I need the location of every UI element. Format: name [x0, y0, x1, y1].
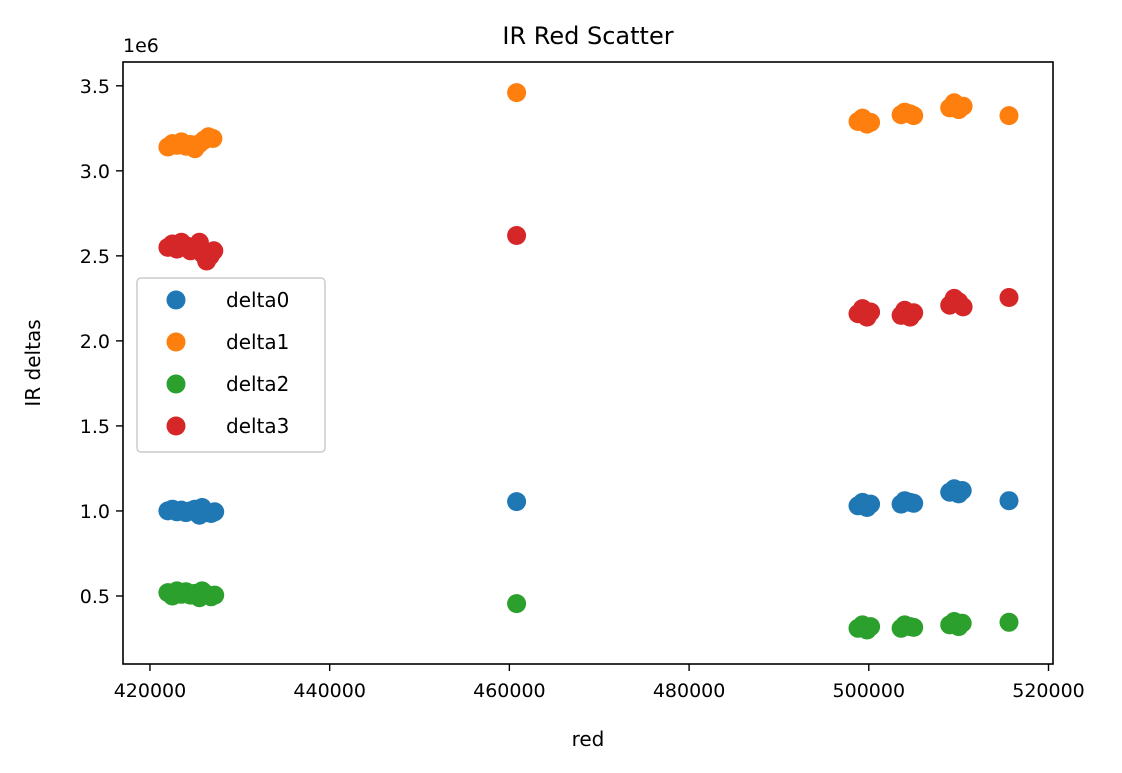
- legend: delta0 delta1 delta2 delta3: [136, 277, 326, 453]
- y-tick-label: 0.5: [80, 586, 110, 608]
- point-delta0-25: [999, 491, 1019, 511]
- y-axis: 0.5 1.0 1.5 2.0 2.5 3.0 3.5: [80, 76, 123, 608]
- point-delta0-12: [507, 492, 527, 512]
- legend-label-delta1: delta1: [226, 330, 289, 354]
- point-delta2-24: [952, 613, 972, 633]
- x-tick-label: 460000: [473, 680, 546, 702]
- point-delta3-25: [999, 288, 1019, 307]
- y-offset-label: 1e6: [123, 35, 159, 57]
- point-delta1-23: [953, 96, 973, 116]
- y-tick-label: 2.5: [80, 246, 110, 268]
- legend-label-delta0: delta0: [226, 288, 289, 312]
- y-tick-label: 1.0: [80, 501, 110, 523]
- point-delta2-11: [205, 585, 225, 605]
- points-layer: [158, 83, 1019, 640]
- x-axis: 420000 440000 460000 480000 500000 520000: [114, 664, 1085, 702]
- point-delta3-20: [904, 303, 924, 323]
- legend-marker-delta0: [166, 290, 186, 310]
- chart-title: IR Red Scatter: [502, 22, 673, 50]
- point-delta0-16: [861, 494, 881, 514]
- y-axis-label: IR deltas: [21, 319, 45, 406]
- point-delta2-20: [904, 617, 924, 637]
- point-delta1-11: [507, 83, 527, 103]
- legend-label-delta3: delta3: [226, 414, 289, 438]
- x-tick-label: 440000: [293, 680, 366, 702]
- point-delta1-10: [203, 129, 223, 148]
- legend-frame: [136, 277, 326, 453]
- x-tick-label: 520000: [1012, 680, 1085, 702]
- point-delta0-20: [904, 493, 924, 513]
- point-delta2-16: [861, 617, 881, 637]
- point-delta3-12: [507, 226, 527, 245]
- y-tick-label: 3.0: [80, 161, 110, 183]
- y-tick-label: 2.0: [80, 331, 110, 353]
- legend-marker-delta2: [166, 374, 186, 394]
- point-delta1-24: [999, 106, 1019, 126]
- x-axis-label: red: [572, 727, 605, 751]
- point-delta3-24: [953, 297, 973, 317]
- plot-frame: [122, 61, 1054, 665]
- point-delta0-24: [952, 481, 972, 500]
- point-delta3-16: [861, 302, 881, 322]
- point-delta2-12: [507, 594, 527, 614]
- legend-marker-delta1: [166, 332, 186, 352]
- x-tick-label: 480000: [653, 680, 726, 702]
- y-tick-label: 1.5: [80, 416, 110, 438]
- point-delta3-11: [204, 241, 224, 261]
- point-delta1-19: [904, 106, 924, 126]
- legend-label-delta2: delta2: [226, 372, 289, 396]
- x-tick-label: 420000: [114, 680, 187, 702]
- y-tick-label: 3.5: [80, 76, 110, 98]
- point-delta2-25: [999, 612, 1019, 632]
- legend-marker-delta3: [166, 416, 186, 436]
- point-delta0-11: [205, 502, 225, 522]
- point-delta1-15: [861, 112, 881, 132]
- x-tick-label: 500000: [833, 680, 906, 702]
